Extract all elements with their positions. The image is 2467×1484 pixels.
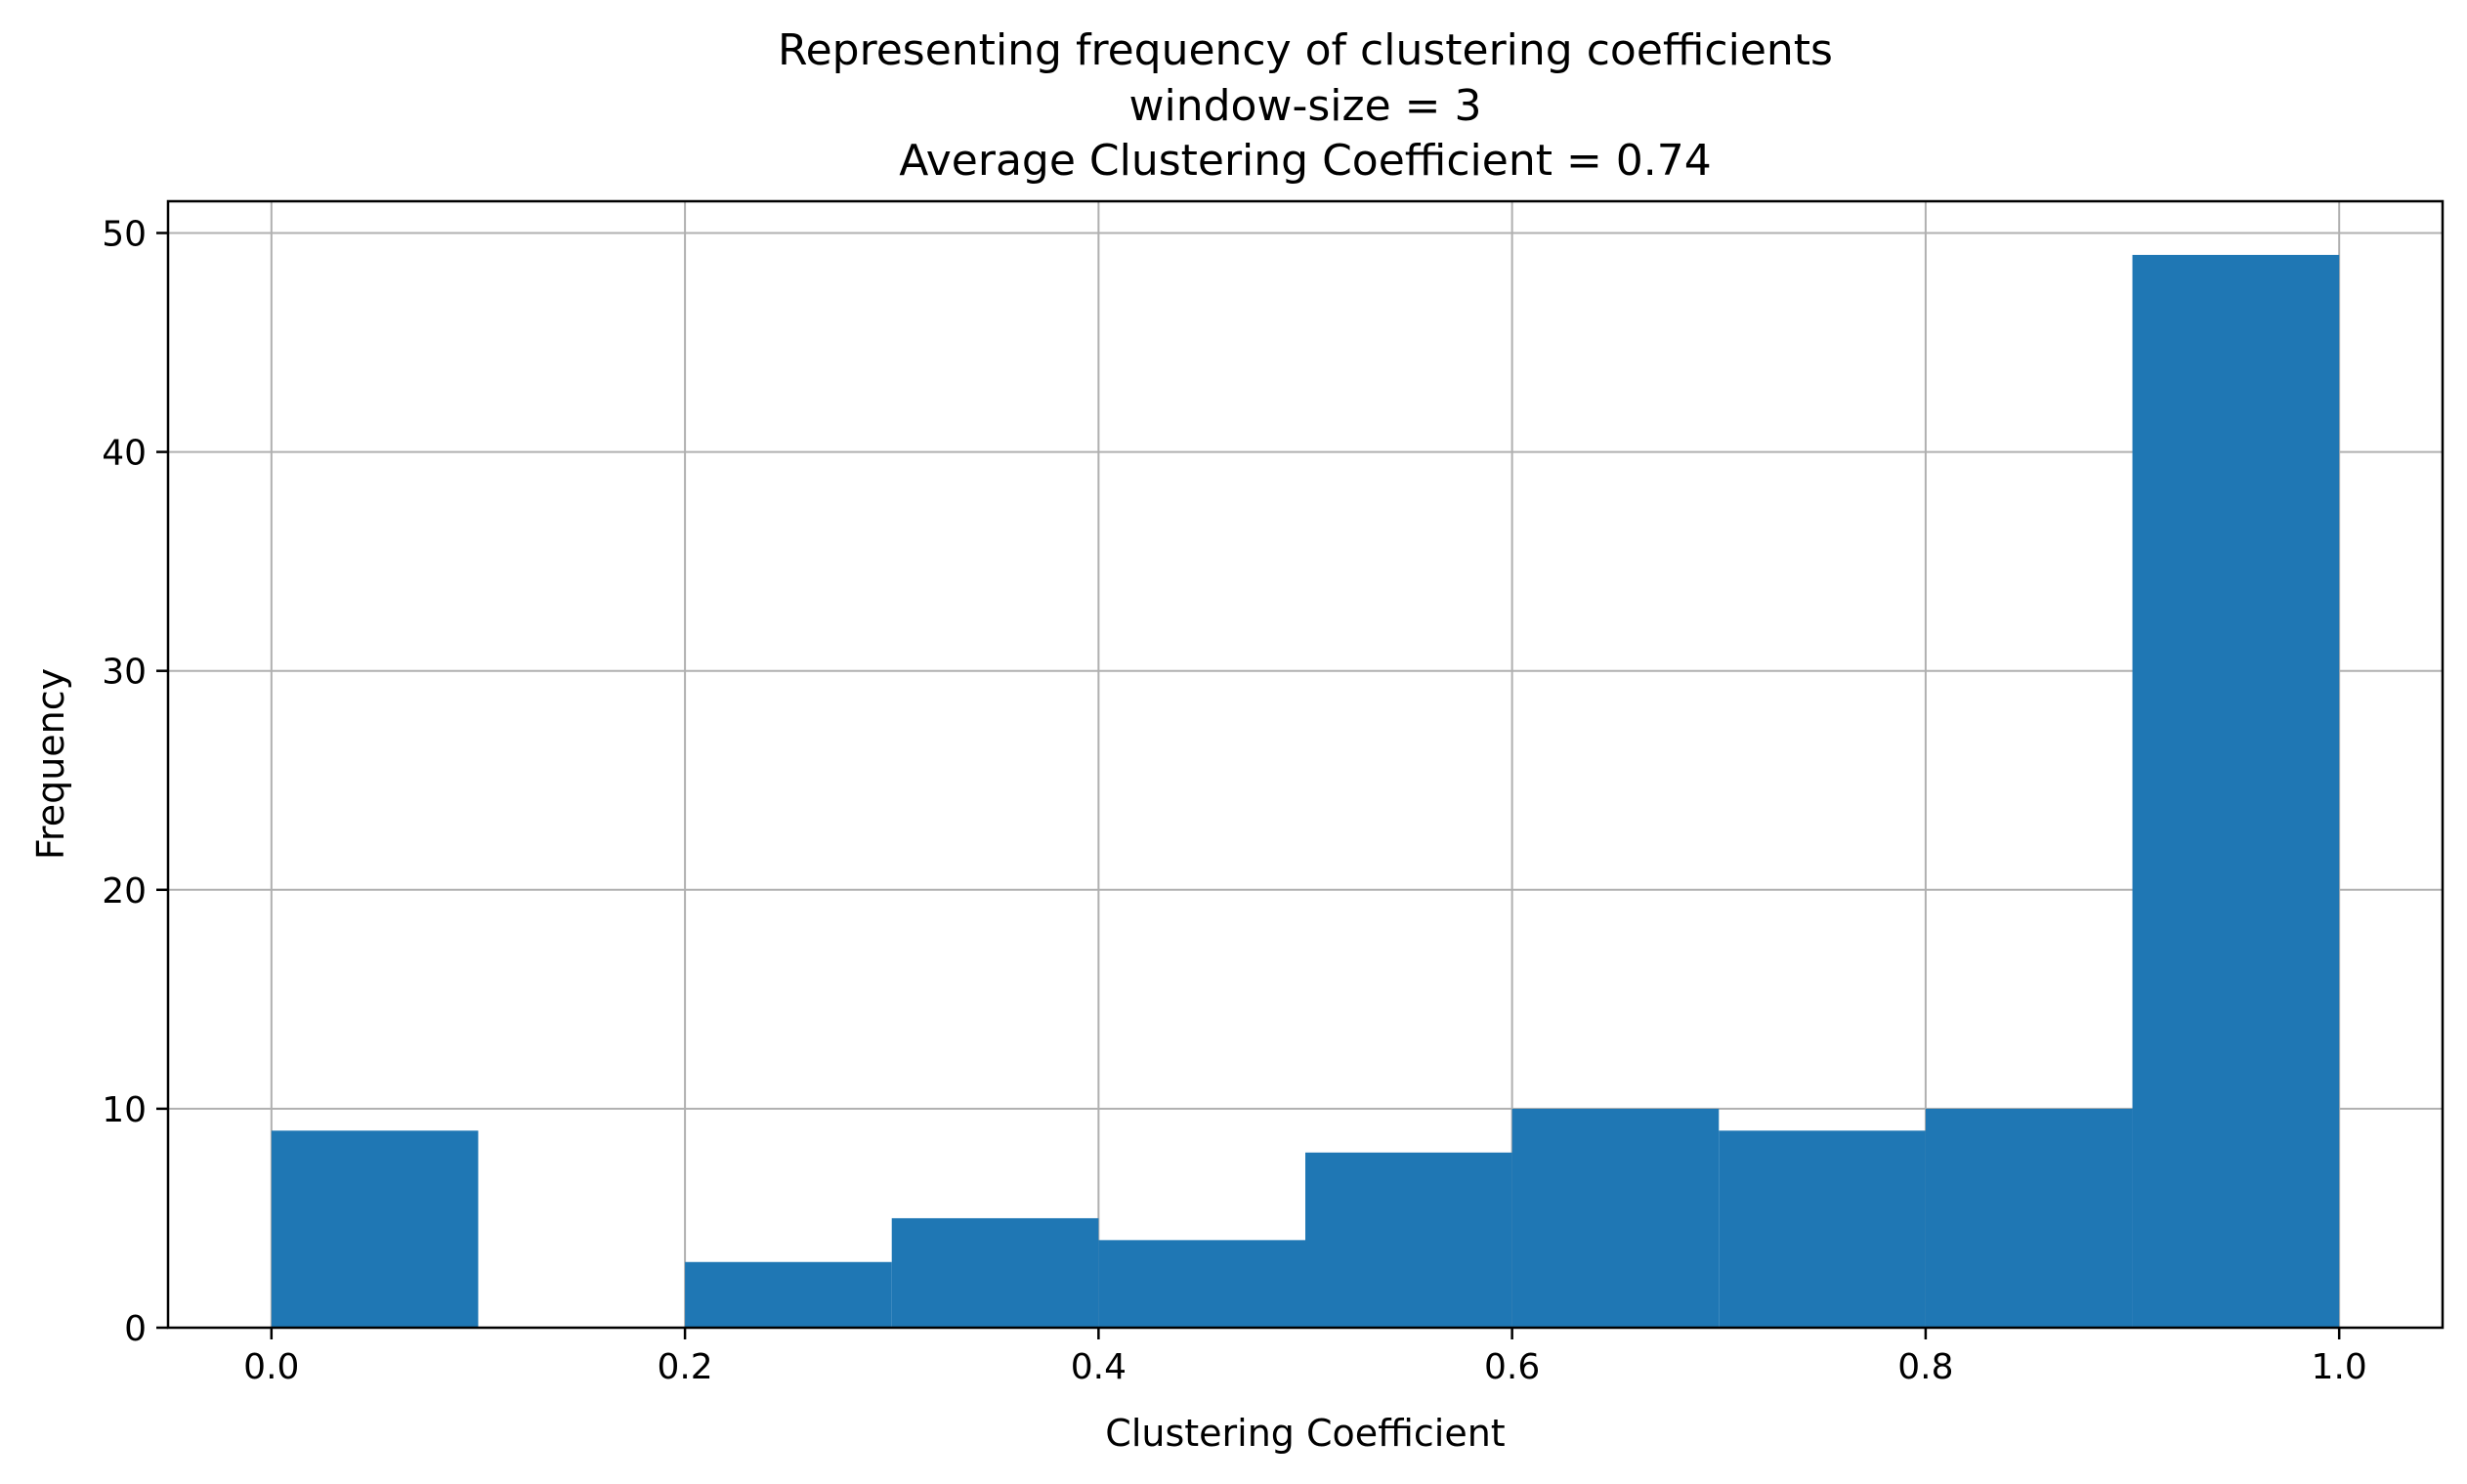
x-tick-label-4: 0.8	[1897, 1347, 1953, 1387]
histogram-bar-8	[1925, 1108, 2133, 1328]
x-tick-label-3: 0.6	[1484, 1347, 1540, 1387]
chart-title-line-2: window-size = 3	[1129, 81, 1482, 131]
histogram-bar-7	[1719, 1130, 1926, 1328]
histogram-bar-5	[1305, 1152, 1512, 1328]
histogram-bar-2	[685, 1261, 892, 1328]
chart-title-line-1: Representing frequency of clustering coe…	[778, 25, 1833, 75]
histogram-bars	[271, 254, 2340, 1328]
y-tick-label-2: 20	[102, 871, 147, 912]
y-tick-label-3: 30	[102, 653, 147, 693]
chart-title-line-3: Average Clustering Coefficient = 0.74	[899, 136, 1712, 186]
histogram-bar-4	[1098, 1240, 1305, 1328]
y-tick-label-4: 40	[102, 434, 147, 474]
histogram-bar-6	[1511, 1108, 1720, 1328]
plot-area-frame	[166, 199, 2445, 1330]
histogram-bar-0	[271, 1130, 479, 1328]
x-tick-label-2: 0.4	[1071, 1347, 1127, 1387]
axis-ticks: 0.0 0.2 0.4 0.6 0.8 1.0 0 10 20 30 40 50	[102, 214, 2367, 1387]
y-axis-label: Frequency	[29, 668, 72, 860]
y-tick-label-5: 50	[102, 214, 147, 254]
x-axis-label: Clustering Coefficient	[1105, 1412, 1505, 1455]
histogram-bar-9	[2132, 254, 2340, 1328]
x-tick-label-0: 0.0	[243, 1347, 299, 1387]
y-tick-label-1: 10	[102, 1090, 147, 1130]
histogram-bar-3	[891, 1217, 1099, 1328]
y-tick-label-0: 0	[124, 1309, 147, 1349]
x-tick-label-1: 0.2	[657, 1347, 712, 1387]
x-tick-label-5: 1.0	[2312, 1347, 2367, 1387]
